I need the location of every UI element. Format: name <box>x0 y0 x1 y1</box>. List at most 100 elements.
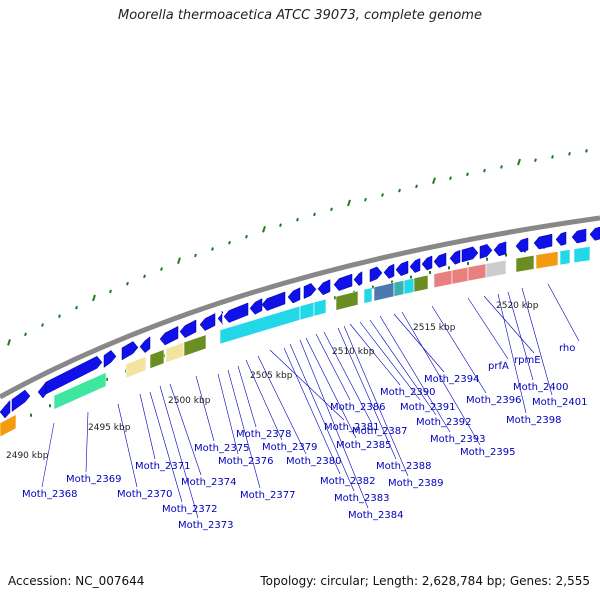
gene-arrow <box>479 244 493 259</box>
cog-feature <box>165 341 185 364</box>
gene-arrow <box>303 283 317 299</box>
scale-label: 2515 kbp <box>413 323 456 333</box>
leader-line <box>467 297 509 360</box>
cog-features <box>0 246 591 438</box>
gene-label: Moth_2379 <box>262 442 317 453</box>
gene-label: Moth_2370 <box>117 489 172 500</box>
leader-line <box>237 365 257 428</box>
tick-mark <box>585 149 588 153</box>
label-leaders <box>41 283 580 519</box>
tick-mark <box>432 177 436 184</box>
leader-line <box>245 359 283 441</box>
cog-feature <box>335 290 359 311</box>
leader-line <box>315 333 351 401</box>
gene-label: Moth_2391 <box>400 402 455 413</box>
gene-label: Moth_2384 <box>348 510 403 521</box>
gene-label: Moth_2386 <box>330 402 385 413</box>
tick-mark <box>279 223 282 228</box>
tick-mark <box>568 152 571 156</box>
leader-line <box>169 383 202 476</box>
gene-label: Moth_2398 <box>506 415 561 426</box>
gene-features <box>0 226 600 419</box>
scale-label: 2495 kbp <box>88 423 131 433</box>
gene-arrow <box>449 249 461 265</box>
leader-line <box>283 347 341 475</box>
tick-mark <box>483 168 486 173</box>
gene-label: Moth_2385 <box>336 440 391 451</box>
tick-mark <box>347 199 351 207</box>
accession-label: Accession: NC_007644 <box>8 574 145 588</box>
leader-line <box>349 323 401 386</box>
tick-mark <box>228 240 231 245</box>
gene-arrow <box>555 231 567 246</box>
gene-arrow <box>383 263 395 279</box>
tick-mark <box>364 197 367 202</box>
scale-label: 2505 kbp <box>250 371 293 381</box>
gene-arrow <box>395 260 409 277</box>
tick-mark <box>143 274 146 279</box>
leader-line <box>343 325 409 477</box>
scale-ticks: 2490 kbp 2495 kbp 2500 kbp 2505 kbp 2510 kbp… <box>6 301 539 461</box>
leader-line <box>521 287 553 396</box>
tick-mark <box>211 247 214 251</box>
cog-feature <box>0 413 17 438</box>
gene-label: Moth_2376 <box>218 456 273 467</box>
gene-arrow <box>249 298 263 315</box>
gene-label: Moth_2387 <box>352 426 407 437</box>
gene-arrow <box>409 258 421 273</box>
cog-feature <box>413 274 429 293</box>
gene-label: Moth_2380 <box>286 456 341 467</box>
genome-backbone <box>0 215 600 400</box>
gene-labels: Moth_2368 Moth_2369 Moth_2370 Moth_2371 Moth… <box>22 343 587 531</box>
gene-arrow <box>515 237 529 253</box>
leader-line <box>117 403 138 488</box>
gene-label: Moth_2401 <box>532 397 587 408</box>
tick-mark <box>313 212 316 217</box>
tick-mark <box>534 158 537 162</box>
cog-feature <box>313 298 327 317</box>
gene-arrow <box>589 226 600 241</box>
leader-line <box>305 337 357 439</box>
gene-label: Moth_2389 <box>388 478 443 489</box>
tick-mark <box>551 155 554 159</box>
gc-ticks-outer <box>7 149 588 346</box>
gene-label: Moth_2394 <box>424 374 479 385</box>
gene-arrow <box>159 325 179 346</box>
scale-label: 2500 kbp <box>168 396 211 406</box>
gene-label: Moth_2373 <box>178 520 233 531</box>
leader-line <box>359 321 421 401</box>
gene-arrow <box>461 246 479 263</box>
gene-label: Moth_2388 <box>376 461 431 472</box>
tick-mark <box>500 165 503 169</box>
gene-label: Moth_2371 <box>135 461 190 472</box>
tick-mark <box>194 253 197 258</box>
leader-line <box>393 313 445 373</box>
tick-mark <box>517 158 521 166</box>
gene-label: Moth_2392 <box>416 417 471 428</box>
scale-label: 2490 kbp <box>6 451 49 461</box>
gene-arrow <box>121 341 139 361</box>
cog-feature <box>433 269 453 289</box>
leader-line <box>217 373 239 455</box>
gene-arrow <box>179 319 197 338</box>
scale-label: 2520 kbp <box>496 301 539 311</box>
leader-line <box>323 331 373 425</box>
tick-mark <box>41 323 44 327</box>
gene-label: Moth_2368 <box>22 489 77 500</box>
tick-mark <box>58 314 61 319</box>
gene-arrow <box>139 336 151 354</box>
gene-arrow <box>353 271 363 286</box>
gene-label: Moth_2395 <box>460 447 515 458</box>
leader-line <box>149 391 183 503</box>
leader-line <box>379 315 451 433</box>
gene-arrow <box>45 355 103 395</box>
cog-feature <box>573 246 591 264</box>
leader-line <box>401 311 481 446</box>
leader-line <box>337 327 397 460</box>
cog-feature <box>149 349 165 370</box>
cog-feature <box>559 249 571 266</box>
tick-mark <box>160 267 163 271</box>
tick-mark <box>126 281 129 286</box>
leader-line <box>431 305 487 394</box>
